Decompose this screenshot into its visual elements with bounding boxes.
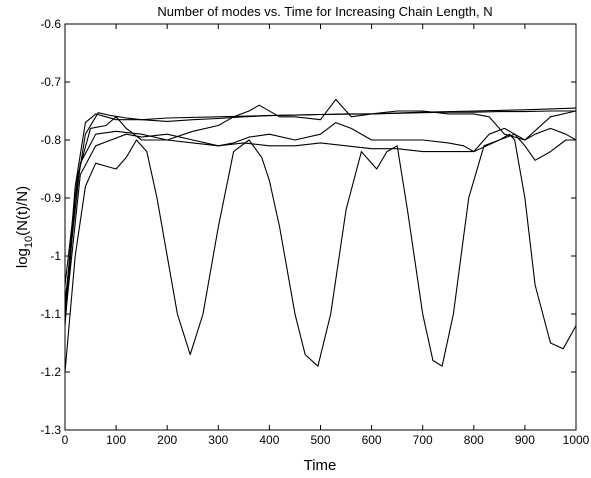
chart-title: Number of modes vs. Time for Increasing … (157, 4, 492, 19)
series-line-6 (64, 130, 576, 303)
x-axis-label: Time (304, 457, 337, 474)
y-tick-label: -0.7 (40, 75, 61, 89)
y-tick-label: -0.8 (40, 133, 61, 147)
y-axis-label: log10(N(t)/N) (14, 186, 35, 268)
y-tick-label: -1.3 (40, 423, 61, 437)
x-tick-label: 400 (259, 433, 279, 447)
x-tick-label: 300 (208, 433, 228, 447)
plot-frame (64, 23, 577, 431)
x-tick-label: 700 (413, 433, 433, 447)
y-axis-ticks: -1.3 -1.2 -1.1 -1 -0.9 -0.8 -0.7 -0.6 (40, 17, 576, 437)
x-tick-label: 0 (62, 433, 69, 447)
series-line-3 (64, 110, 576, 326)
x-tick-label: 1000 (563, 433, 590, 447)
series-line-4 (64, 98, 577, 286)
series-line-5 (64, 122, 577, 320)
y-tick-label: -1 (50, 249, 61, 263)
x-tick-label: 900 (515, 433, 535, 447)
x-tick-label: 600 (362, 433, 382, 447)
x-tick-label: 800 (464, 433, 484, 447)
y-tick-label: -0.6 (40, 17, 61, 31)
y-axis-label-suffix: (N(t)/N) (14, 186, 31, 236)
series-line-1 (64, 133, 577, 373)
y-axis-label-subscript: 10 (23, 236, 35, 248)
y-tick-label: -1.1 (40, 307, 61, 321)
x-tick-label: 100 (106, 433, 126, 447)
y-tick-label: -0.9 (40, 191, 61, 205)
x-tick-label: 500 (310, 433, 330, 447)
x-axis-ticks: 0 100 200 300 400 500 600 700 800 900 1000 (62, 24, 590, 447)
y-axis-label-prefix: log (14, 248, 31, 268)
x-tick-label: 200 (157, 433, 177, 447)
series-line-2 (64, 107, 577, 315)
series-layer (64, 98, 577, 373)
y-tick-label: -1.2 (40, 365, 61, 379)
